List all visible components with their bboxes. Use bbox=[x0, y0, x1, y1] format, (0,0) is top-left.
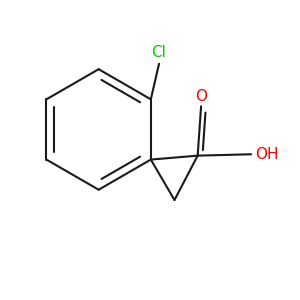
Text: Cl: Cl bbox=[152, 45, 166, 60]
Text: OH: OH bbox=[255, 147, 279, 162]
Text: O: O bbox=[195, 88, 207, 104]
